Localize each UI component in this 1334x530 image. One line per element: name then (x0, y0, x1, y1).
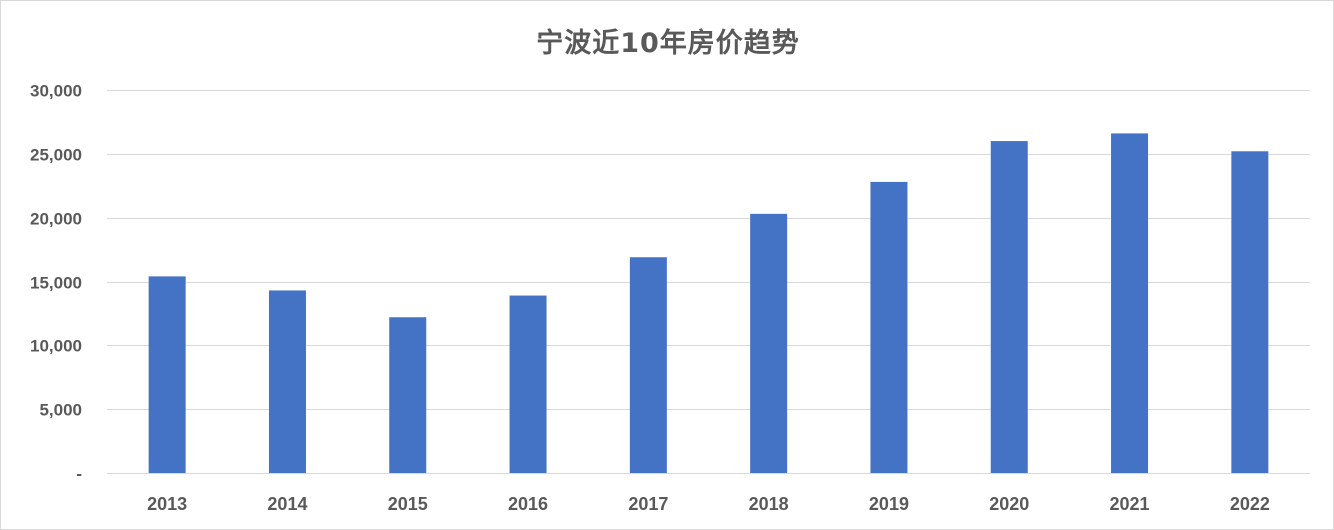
x-tick-label-2014: 2014 (267, 494, 307, 514)
y-tick-label: 15,000 (30, 274, 82, 293)
x-tick-label-2021: 2021 (1110, 494, 1150, 514)
bar-2014 (268, 290, 306, 473)
y-axis-ticks: - 5,000 10,000 15,000 20,000 25,000 30,000 (30, 82, 82, 484)
bar-2016 (509, 295, 547, 473)
bar-2017 (629, 257, 667, 473)
x-axis-ticks: 2013 2014 2015 2016 2017 2018 2019 2020 2021 2022 (147, 494, 1270, 514)
x-tick-label-2016: 2016 (508, 494, 548, 514)
bar-2015 (389, 317, 427, 473)
x-tick-label-2022: 2022 (1230, 494, 1270, 514)
y-tick-label: 30,000 (30, 82, 82, 101)
bar-2013 (148, 276, 186, 473)
gridlines (107, 90, 1310, 474)
bar-2018 (750, 213, 788, 473)
bar-2021 (1111, 133, 1149, 473)
y-tick-label: 10,000 (30, 337, 82, 356)
x-tick-label-2015: 2015 (388, 494, 428, 514)
y-tick-label: 20,000 (30, 210, 82, 229)
x-tick-label-2013: 2013 (147, 494, 187, 514)
x-tick-label-2017: 2017 (628, 494, 668, 514)
bar-2020 (990, 141, 1028, 474)
x-tick-label-2018: 2018 (749, 494, 789, 514)
bar-2019 (870, 181, 908, 474)
y-tick-label: - (76, 465, 82, 484)
bars (148, 133, 1269, 474)
y-tick-label: 25,000 (30, 146, 82, 165)
x-tick-label-2020: 2020 (989, 494, 1029, 514)
chart-title: 宁波近10年房价趋势 (536, 28, 800, 59)
bar-2022 (1231, 151, 1269, 473)
y-tick-label: 5,000 (39, 401, 82, 420)
x-tick-label-2019: 2019 (869, 494, 909, 514)
